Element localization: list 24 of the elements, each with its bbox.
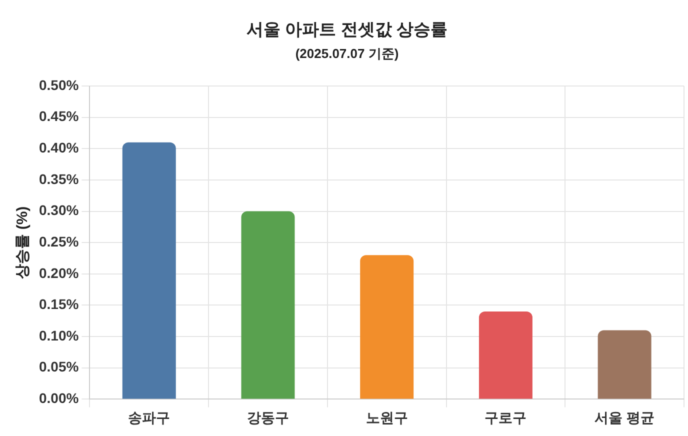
y-tick-label: 0.05% [38,358,80,375]
bar [478,312,532,399]
x-tick-label: 서울 평균 [594,409,655,426]
y-tick-label: 0.45% [38,108,80,124]
y-axis-title: 상승률 (%) [14,206,32,279]
x-tick-label: 구로구 [484,409,527,426]
y-tick-label: 0.25% [38,233,80,250]
x-tick-label: 송파구 [128,409,170,426]
bar [241,211,295,399]
y-tick-label: 0.10% [38,327,80,344]
bar [598,330,652,399]
y-tick-label: 0.35% [38,170,80,187]
bar [122,142,176,399]
y-tick-label: 0.00% [38,390,80,406]
x-tick-label: 노원구 [366,409,408,426]
bar [360,255,414,399]
chart-title: 서울 아파트 전셋값 상승률 [246,20,448,39]
y-tick-label: 0.50% [38,76,80,93]
y-tick-label: 0.30% [38,202,80,218]
y-tick-label: 0.20% [38,264,80,281]
x-tick-label: 강동구 [246,409,289,426]
chart-subtitle: (2025.07.07 기준) [295,46,399,61]
y-tick-label: 0.15% [38,296,80,312]
y-tick-label: 0.40% [38,140,80,156]
